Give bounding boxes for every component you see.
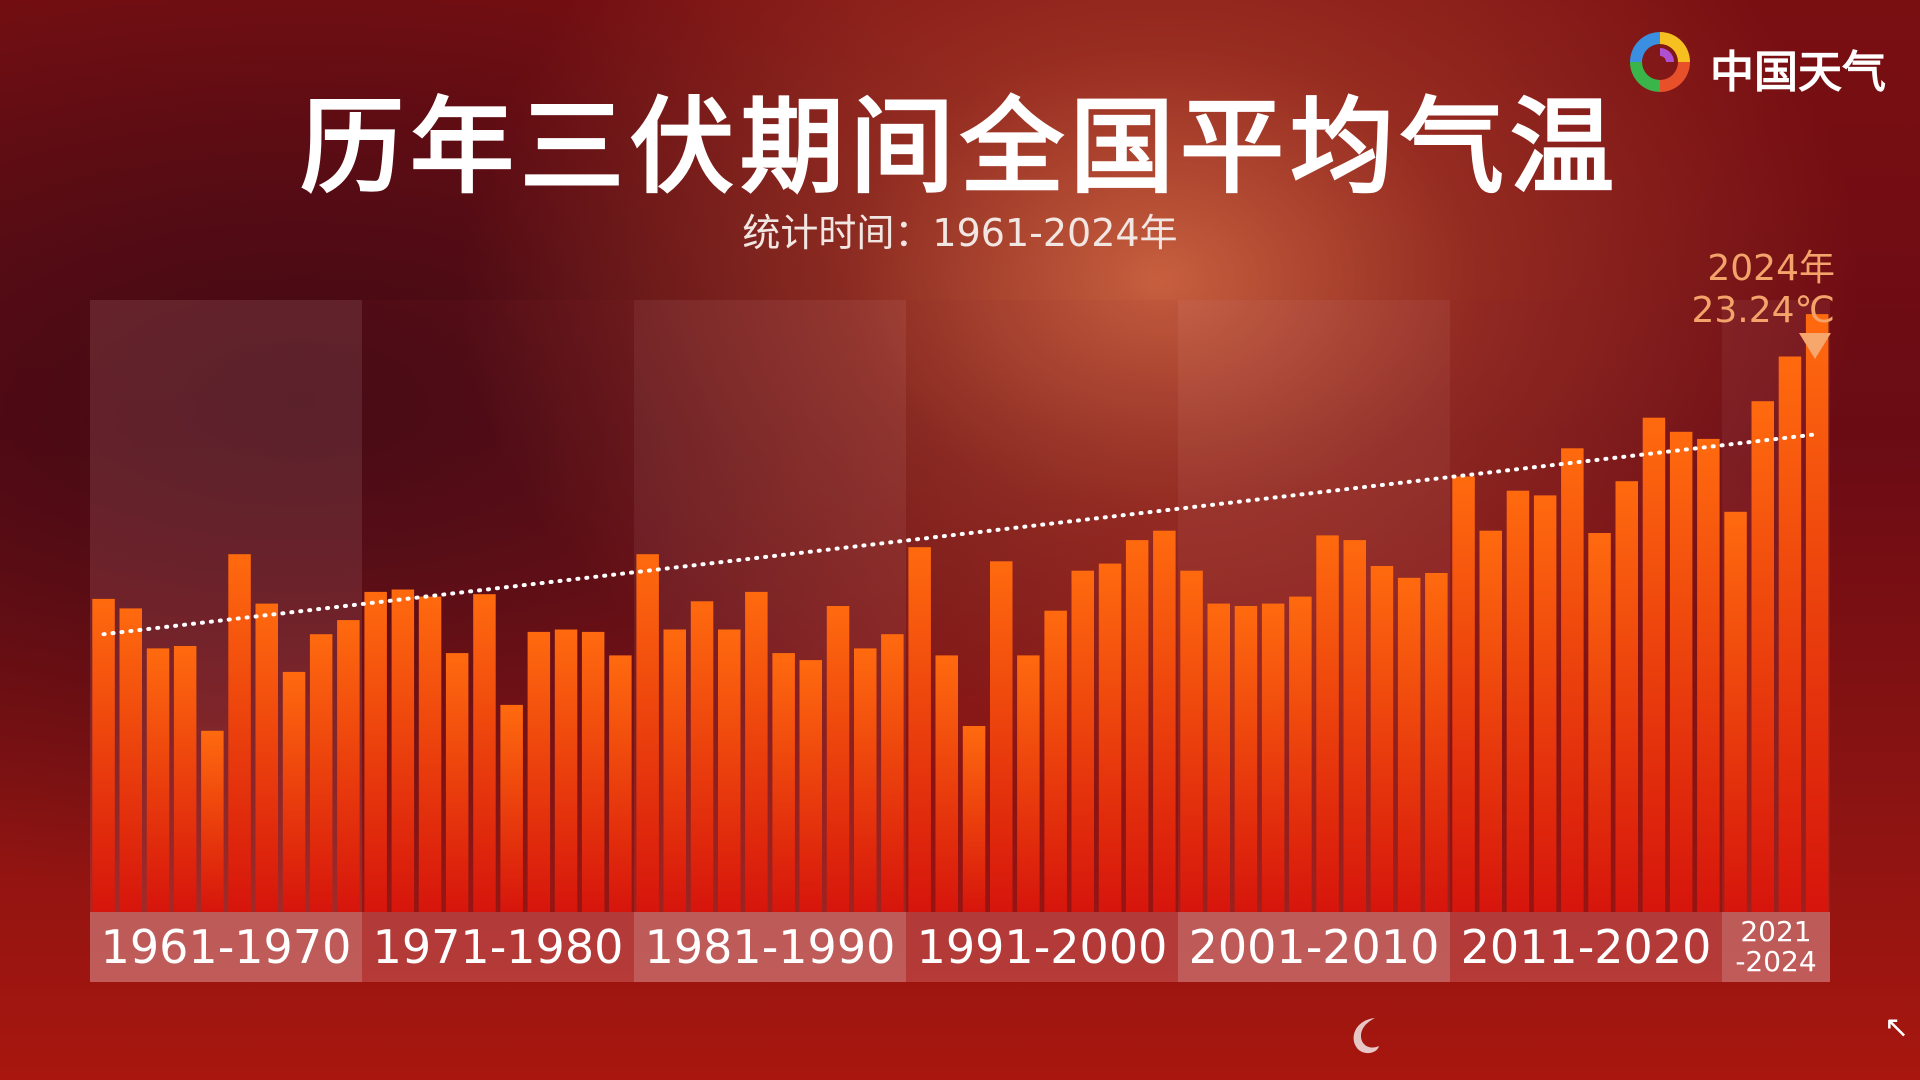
bar-1972 (391, 589, 415, 912)
bar-2020 (1697, 438, 1720, 912)
bar-2007 (1343, 540, 1366, 912)
watermark-icon (1353, 1018, 1379, 1054)
bar-2019 (1669, 431, 1693, 912)
corner-mark-icon: ↖ (1884, 1010, 1910, 1045)
bar-1987 (799, 660, 822, 912)
bar-1988 (826, 606, 850, 912)
decade-label-2011-2020: 2011-2020 (1450, 912, 1722, 982)
bar-1978 (554, 629, 578, 912)
bar-1986 (772, 653, 795, 912)
bar-2024 (1805, 314, 1829, 912)
decade-label-1971-1980: 1971-1980 (362, 912, 634, 982)
bar-2013 (1506, 490, 1530, 912)
decade-label-1981-1990: 1981-1990 (634, 912, 906, 982)
bar-1981 (636, 554, 659, 912)
bar-2017 (1615, 481, 1638, 912)
chart-area: 1961-1970 1971-1980 1981-1990 1991-2000 … (90, 300, 1830, 982)
bar-2016 (1588, 533, 1611, 912)
bar-1971 (364, 591, 387, 912)
bar-1970 (337, 620, 360, 912)
bar-1999 (1125, 540, 1149, 912)
bar-1975 (473, 594, 496, 912)
bar-1993 (962, 726, 986, 912)
bar-1969 (309, 634, 333, 912)
bar-2023 (1778, 356, 1802, 912)
bar-1990 (881, 634, 904, 912)
chart-subtitle: 统计时间：1961-2024年 (742, 211, 1178, 255)
bar-2001 (1180, 570, 1203, 912)
bar-plot (92, 314, 1829, 912)
bar-1994 (990, 561, 1013, 912)
bar-2014 (1533, 495, 1557, 912)
bar-1965 (201, 730, 224, 912)
bar-2002 (1207, 603, 1230, 912)
bar-2003 (1234, 606, 1258, 912)
highlight-annotation: 2024年 23.24℃ (1650, 248, 1836, 332)
bar-1979 (581, 631, 605, 912)
bar-2009 (1397, 577, 1421, 912)
bar-2018 (1642, 417, 1666, 912)
bar-1961 (92, 598, 115, 912)
down-arrow-icon (1799, 333, 1831, 359)
bar-2010 (1425, 573, 1448, 912)
bar-1968 (282, 671, 306, 912)
bar-1980 (609, 655, 632, 912)
bar-2015 (1561, 448, 1584, 912)
bar-2004 (1261, 603, 1285, 912)
logo-text: 中国天气 (1710, 47, 1886, 98)
bar-2021 (1724, 511, 1747, 912)
bar-2008 (1370, 566, 1394, 912)
chart-title: 历年三伏期间全国平均气温 (299, 86, 1620, 208)
annotation-value: 23.24℃ (1691, 290, 1836, 331)
bar-2000 (1153, 530, 1176, 912)
bar-2006 (1316, 535, 1339, 912)
bar-2005 (1289, 596, 1312, 912)
bar-1963 (146, 648, 170, 912)
bar-1982 (663, 629, 686, 912)
decade-label-line2: -2024 (1735, 945, 1817, 978)
bar-1991 (908, 547, 931, 912)
brand-logo: 中国天气 (1620, 22, 1890, 102)
decade-label-2001-2010: 2001-2010 (1178, 912, 1450, 982)
bar-1984 (718, 629, 741, 912)
decade-label-1991-2000: 1991-2000 (906, 912, 1178, 982)
bar-1995 (1017, 655, 1040, 912)
bar-1985 (745, 591, 768, 912)
bar-1989 (854, 648, 877, 912)
bar-2022 (1751, 401, 1774, 912)
trend-line (101, 432, 1820, 637)
decade-label-1961-1970: 1961-1970 (90, 912, 362, 982)
bar-1996 (1044, 610, 1067, 912)
bar-1976 (500, 704, 523, 912)
bar-1967 (255, 603, 278, 912)
decade-label-line1: 2021 (1740, 915, 1812, 948)
annotation-year: 2024年 (1707, 248, 1835, 289)
bar-2012 (1479, 530, 1502, 912)
bar-1983 (690, 601, 714, 912)
bar-2011 (1452, 476, 1475, 912)
bar-1962 (119, 608, 142, 912)
bar-1964 (173, 646, 197, 912)
bar-1977 (527, 631, 551, 912)
bar-1973 (418, 596, 442, 912)
china-weather-logo-icon (1630, 32, 1690, 92)
bar-1997 (1071, 570, 1094, 912)
bar-1966 (228, 554, 251, 912)
decade-label-2021-2024: 2021 -2024 (1722, 912, 1830, 982)
bar-1992 (935, 655, 958, 912)
bar-1974 (445, 653, 469, 912)
bar-1998 (1098, 563, 1122, 912)
